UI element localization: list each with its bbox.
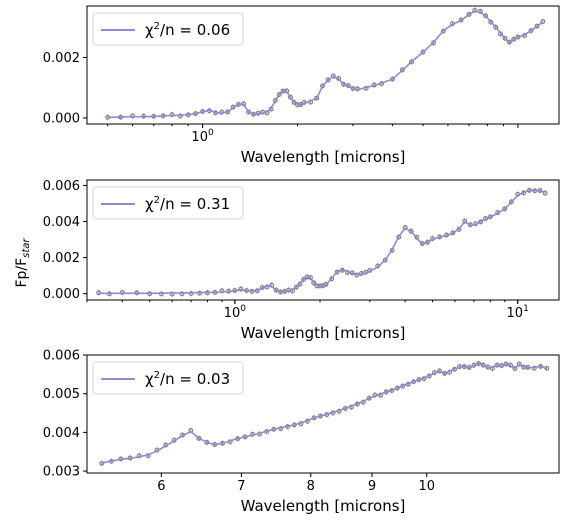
panel-3-xtick-label-4: 10 [418,479,435,494]
panel-1-ytick-label-1: 0.002 [43,51,80,66]
panel-2-ytick-label-0: 0.000 [43,287,80,302]
shared-ylabel-sub: star [21,238,32,258]
panel-1-ytick-label-0: 0.000 [43,111,80,126]
panel-2-legend-box [92,186,244,220]
panel-3-ytick-label-0: 0.003 [43,465,80,480]
panel-2-ytick-label-1: 0.002 [43,251,80,266]
panel-1-xtick-label-0: 100 [191,128,214,145]
panel-2-xtick-label-0: 100 [224,304,247,321]
panel-3-legend-box [92,361,244,395]
panel-1-frame [86,5,560,125]
panel-3-ytick-label-2: 0.005 [43,387,80,402]
panel-2-frame [86,179,560,301]
panel-3-frame [86,354,560,474]
panel-3-xtick-label-0: 6 [157,479,165,494]
panel-3-xlabel: Wavelength [microns] [241,497,406,515]
panel-2-ytick-label-3: 0.006 [43,179,80,194]
panel-2-ytick-label-2: 0.004 [43,215,80,230]
shared-ylabel: Fp/Fstar [14,238,32,288]
panel-2-xlabel: Wavelength [microns] [241,324,406,342]
panel-3-ytick-label-1: 0.004 [43,426,80,441]
panel-1-model-line [107,10,544,119]
panel-2-legend-label: χ2/n = 0.31 [145,195,230,213]
panel-3-xtick-label-3: 9 [368,479,376,494]
panel-1: 0.000 0.002 100 Wavelength [microns] χ2/n = … [43,5,560,166]
panel-1-legend-label: χ2/n = 0.06 [145,21,230,39]
panel-3-xtick-label-1: 7 [237,479,245,494]
shared-ylabel-main: Fp/F [14,258,30,288]
panel-1-xlabel: Wavelength [microns] [241,148,406,166]
panel-3: 0.003 0.004 0.005 0.006 6 7 8 9 10 Wavelength [mi… [43,349,560,515]
panel-2-xtick-label-1: 101 [507,304,529,321]
panel-3-legend-label: χ2/n = 0.03 [145,370,230,388]
panel-2-model-line [98,189,546,295]
panel-3-xtick-label-2: 8 [307,479,315,494]
panel-2: 0.000 0.002 0.004 0.006 100 101 Wavelength [mi… [43,179,560,342]
panel-1-legend-box [92,12,244,46]
panel-3-ytick-label-3: 0.006 [43,349,80,364]
panel-3-model-line [101,362,548,464]
